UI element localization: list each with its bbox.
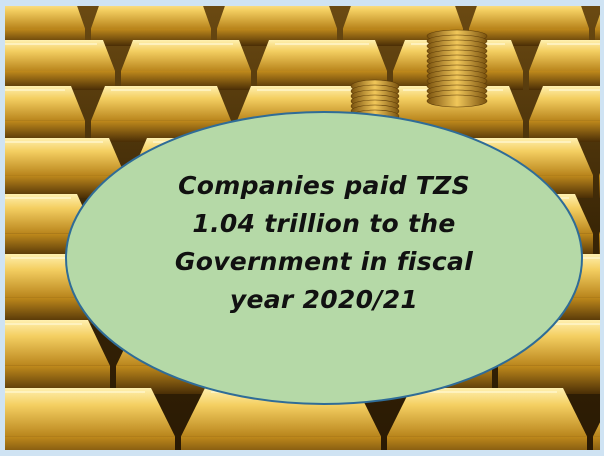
- gold-bar-side: [5, 120, 85, 142]
- gold-bar-side: [595, 28, 600, 46]
- gold-bar-side: [5, 71, 115, 90]
- gold-bar: [5, 138, 125, 176]
- gold-bar: [599, 172, 600, 176]
- gold-bar: [5, 40, 115, 71]
- gold-bar: [529, 86, 600, 121]
- headline-line-1: Companies paid TZS: [178, 171, 470, 200]
- gold-bar: [257, 40, 387, 71]
- headline-line-3: Government in fiscal: [174, 247, 474, 276]
- gold-bar-side: [387, 436, 587, 450]
- gold-bar: [91, 86, 231, 121]
- gold-bar: [5, 388, 175, 437]
- gold-bar: [343, 6, 463, 29]
- gold-bar-side: [593, 436, 600, 450]
- gold-bar: [387, 388, 587, 437]
- coin-icon: [426, 94, 488, 108]
- gold-bar: [217, 6, 337, 29]
- gold-bar-side: [599, 175, 600, 198]
- gold-bar-side: [599, 233, 600, 258]
- gold-bar-side: [181, 436, 381, 450]
- callout-bubble: Companies paid TZS 1.04 trillion to the …: [63, 109, 585, 407]
- gold-bar: [5, 320, 110, 366]
- gold-bar: [91, 6, 211, 29]
- gold-bar: [593, 422, 600, 437]
- gold-bar-side: [5, 436, 175, 450]
- gold-bar-side: [529, 120, 600, 142]
- headline-text: Companies paid TZS 1.04 trillion to the …: [63, 167, 585, 319]
- headline-line-2: 1.04 trillion to the: [192, 209, 456, 238]
- gold-bar-side: [121, 71, 251, 90]
- gold-bar: [469, 6, 589, 29]
- gold-bar: [599, 231, 600, 234]
- gold-bar: [5, 86, 85, 121]
- gold-bar: [5, 6, 85, 29]
- gold-bar: [121, 40, 251, 71]
- gold-bar: [529, 40, 600, 71]
- headline-line-4: year 2020/21: [229, 285, 419, 314]
- callout-ellipse: [65, 111, 583, 405]
- gold-bar-side: [529, 71, 600, 90]
